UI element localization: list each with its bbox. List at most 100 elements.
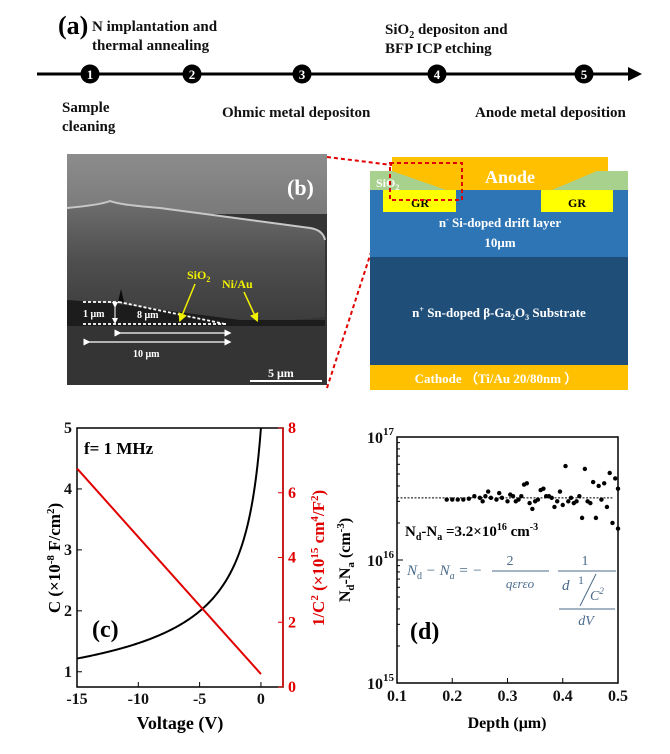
slash xyxy=(579,573,597,607)
step-number: 3 xyxy=(299,67,306,82)
step-number: 4 xyxy=(434,67,441,82)
y-left-tick-label: 3 xyxy=(64,542,72,559)
width-10um-label: 10 μm xyxy=(133,349,160,360)
equation-lhs: Nd − Na = − xyxy=(406,563,482,582)
x-tick-label: 0.5 xyxy=(608,688,628,705)
sem-tip xyxy=(118,289,124,302)
dim-slope-line xyxy=(118,301,226,325)
sio2-label: SiO2 xyxy=(376,176,399,192)
timeline-arrowhead-icon xyxy=(628,67,642,81)
data-point xyxy=(596,483,601,489)
sem-oxide-wedge xyxy=(67,300,325,326)
data-point xyxy=(530,506,535,512)
x-tick-label: 0.3 xyxy=(498,688,518,705)
data-point xyxy=(557,489,563,494)
data-point xyxy=(563,463,568,469)
step-marker xyxy=(292,64,312,84)
y-right-tick-label: 8 xyxy=(288,420,296,437)
data-point xyxy=(599,497,604,502)
doping-annotation: Nd-Na =3.2×1016 cm-3 xyxy=(405,522,538,543)
cathode-layer xyxy=(370,365,628,390)
data-point xyxy=(552,504,557,510)
doping-equation: Nd − Na = − 2 qεrεo 1 d 1 C2 dV xyxy=(406,554,616,629)
y-axis-left-title: C (×10-8 F/cm2) xyxy=(45,503,64,613)
series-inverse-c2-line xyxy=(76,467,262,675)
step-1-label-line1: Sample xyxy=(62,100,110,116)
step-marker xyxy=(182,64,202,84)
equation-d: d xyxy=(562,578,570,594)
callout-line-top xyxy=(326,156,393,166)
data-point xyxy=(461,497,466,502)
y-axis-title: Nd-Na (cm-3) xyxy=(335,518,357,602)
y-tick-label: 1017 xyxy=(367,426,395,447)
panel-c-cv-chart: -15 -10 -5 0 1 2 3 4 5 0 2 4 6 8 f= 1 MHz (c) Voltage… xyxy=(45,420,328,734)
data-point xyxy=(574,499,579,504)
callout-box xyxy=(389,162,463,201)
data-point xyxy=(601,481,607,486)
sio2-pointer-arrow xyxy=(178,283,196,323)
sem-edge xyxy=(66,199,326,241)
y-left-tick-label: 2 xyxy=(64,603,72,620)
step-3-label: Ohmic metal depositon xyxy=(222,105,371,121)
step-5: 5 xyxy=(574,64,594,84)
step-4: 4 xyxy=(427,64,447,84)
scale-bar-label: 5 μm xyxy=(268,366,294,380)
step-3: 3 xyxy=(292,64,312,84)
step-number: 2 xyxy=(189,67,196,82)
equation-num1: 2 xyxy=(507,554,514,569)
data-point xyxy=(607,470,612,476)
data-point xyxy=(497,490,502,496)
step-1: 1 xyxy=(80,64,100,84)
step-marker xyxy=(574,64,594,84)
panel-d-label: (d) xyxy=(410,619,439,645)
y-right-tick-label: 6 xyxy=(288,485,296,502)
step-2: 2 xyxy=(182,64,202,84)
cathode-label: Cathode （Ti/Au 20/80nm ） xyxy=(415,371,578,386)
guard-ring-right xyxy=(541,190,613,212)
data-point xyxy=(485,489,491,494)
sem-sio2-label: SiO2 xyxy=(187,268,210,284)
step-number: 1 xyxy=(87,67,94,82)
gr-right-label: GR xyxy=(568,196,586,210)
step-marker xyxy=(80,64,100,84)
data-point xyxy=(527,500,532,506)
data-point xyxy=(524,481,530,486)
equation-c2: C2 xyxy=(590,586,604,604)
guard-ring-left xyxy=(383,190,456,212)
height-label: 1 μm xyxy=(83,309,105,320)
equation-dv: dV xyxy=(578,614,595,629)
step-4-label-line2: BFP ICP etching xyxy=(385,41,492,57)
y-left-tick-label: 4 xyxy=(64,481,72,498)
x-tick-label: 0.4 xyxy=(553,688,573,705)
panel-c-label: (c) xyxy=(92,617,119,643)
step-1-label-line2: cleaning xyxy=(62,119,116,135)
data-point xyxy=(615,526,621,531)
data-point xyxy=(590,479,596,485)
substrate-label: n+ Sn-doped β-Ga2O3 Substrate xyxy=(412,305,586,322)
substrate-layer xyxy=(370,257,628,365)
y-right-tick-label: 0 xyxy=(288,679,296,696)
tick-base: 10 xyxy=(367,553,383,570)
equation-num2: 1 xyxy=(582,554,589,569)
data-point xyxy=(444,497,449,502)
data-point xyxy=(560,502,565,508)
step-5-label: Anode metal deposition xyxy=(475,105,627,121)
data-point xyxy=(472,494,477,499)
data-point xyxy=(510,494,516,499)
y-axis-right-title: 1/C2 (×1015 cm4/F2) xyxy=(309,490,328,626)
panel-a-label: (a) xyxy=(58,11,88,40)
y-right-tick-label: 2 xyxy=(288,614,296,631)
step-marker xyxy=(427,64,447,84)
data-point xyxy=(505,499,510,504)
data-point xyxy=(566,499,571,504)
series-capacitance-line xyxy=(76,427,262,660)
y-left-tick-label: 1 xyxy=(64,664,72,681)
data-point xyxy=(519,494,524,499)
plot-frame xyxy=(76,427,284,688)
data-point xyxy=(488,495,494,501)
y-right-tick-label: 4 xyxy=(288,550,296,567)
data-point xyxy=(579,515,585,521)
step-2-label-line1: N implantation and xyxy=(92,19,218,35)
equation-one: 1 xyxy=(578,573,584,587)
